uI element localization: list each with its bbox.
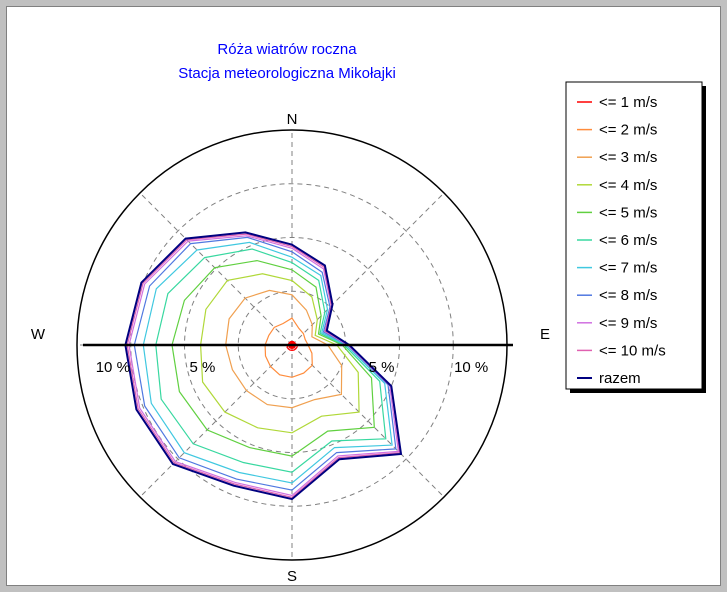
radial-tick-label: 10 %	[454, 359, 488, 376]
series-line-3	[225, 289, 343, 409]
legend-label: <= 4 m/s	[599, 177, 657, 194]
chart-frame: Róża wiatrów roczna Stacja meteorologicz…	[6, 6, 721, 586]
chart-subtitle: Stacja meteorologiczna Mikołajki	[178, 65, 396, 82]
legend-label: <= 1 m/s	[599, 94, 657, 111]
series-line-6	[155, 248, 387, 473]
legend-label: <= 9 m/s	[599, 315, 657, 332]
radial-tick-label: 10 %	[96, 359, 130, 376]
legend-label: <= 10 m/s	[599, 342, 666, 359]
cardinal-label-east: E	[540, 326, 550, 343]
series-group	[124, 231, 403, 501]
legend-items: <= 1 m/s <= 2 m/s <= 3 m/s <= 4 m/s <= 5 m/s…	[577, 94, 666, 387]
radial-tick-label: 5 %	[369, 359, 395, 376]
series-line-8	[133, 236, 397, 491]
radial-tick-labels: 5 % 5 % 10 % 10 %	[96, 359, 489, 376]
chart-title: Róża wiatrów roczna	[217, 41, 357, 58]
cardinal-label-west: W	[31, 326, 46, 343]
series-line-5	[171, 259, 375, 457]
series-line-2	[264, 317, 313, 378]
cardinal-label-north: N	[287, 111, 298, 128]
series-line-11	[124, 231, 403, 501]
wind-rose-chart: Róża wiatrów roczna Stacja meteorologicz…	[31, 41, 706, 585]
legend-label: <= 2 m/s	[599, 122, 657, 139]
legend: <= 1 m/s <= 2 m/s <= 3 m/s <= 4 m/s <= 5 m/s…	[565, 81, 706, 393]
series-line-4	[199, 273, 360, 434]
legend-label: <= 7 m/s	[599, 260, 657, 277]
radial-tick-label: 5 %	[189, 359, 215, 376]
grid-spoke	[139, 192, 293, 346]
legend-label: <= 3 m/s	[599, 149, 657, 166]
legend-box	[565, 81, 703, 390]
legend-label: <= 5 m/s	[599, 204, 657, 221]
series-line-10	[126, 233, 401, 498]
cardinal-label-south: S	[287, 568, 297, 585]
grid-spoke	[291, 192, 445, 346]
legend-label: razem	[599, 370, 641, 387]
legend-label: <= 6 m/s	[599, 232, 657, 249]
series-line-7	[142, 241, 393, 484]
legend-label: <= 8 m/s	[599, 287, 657, 304]
